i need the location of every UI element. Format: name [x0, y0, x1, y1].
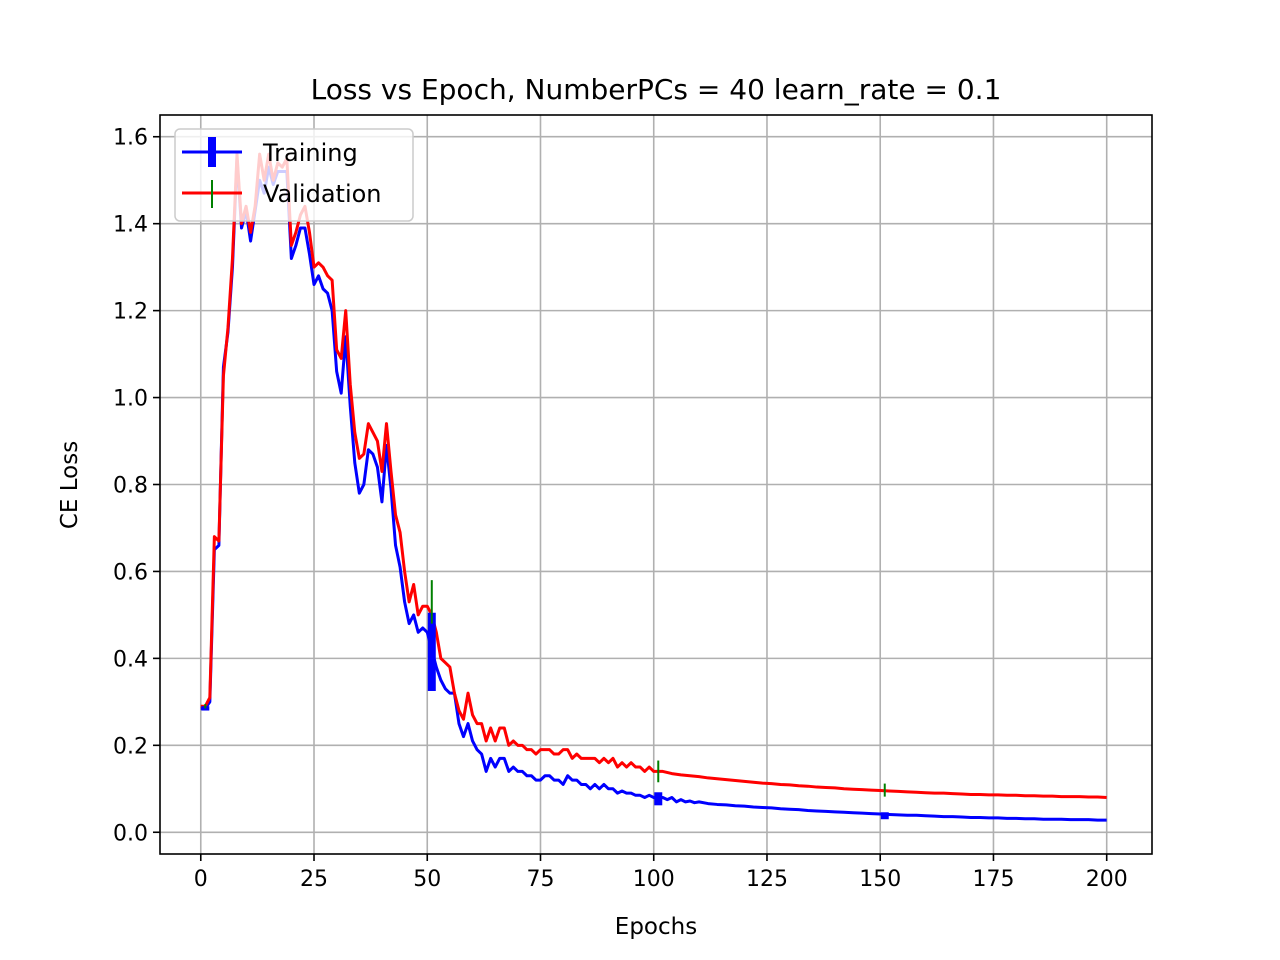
- y-tick-label: 1.2: [113, 300, 148, 325]
- x-tick-label: 50: [413, 867, 441, 892]
- legend: Training Validation: [174, 128, 414, 222]
- training-errorbar: [880, 812, 889, 820]
- training-errorbar: [427, 612, 436, 691]
- y-tick-label: 1.0: [113, 387, 148, 412]
- legend-training-label: Training: [262, 139, 358, 167]
- legend-validation-label: Validation: [263, 180, 382, 208]
- x-tick-label: 125: [746, 867, 788, 892]
- x-tick-label: 150: [859, 867, 901, 892]
- y-tick-label: 0.0: [113, 821, 148, 846]
- legend-training-errorbar: [208, 137, 216, 167]
- y-tick-label: 0.8: [113, 474, 148, 499]
- training-series-line: [200, 156, 1107, 822]
- grid: [160, 115, 1152, 854]
- y-tick-label: 1.4: [113, 213, 148, 238]
- x-tick-label: 175: [972, 867, 1014, 892]
- x-tick-label: 75: [526, 867, 554, 892]
- x-tick-label: 25: [300, 867, 328, 892]
- x-tick-label: 200: [1086, 867, 1128, 892]
- x-tick-label: 0: [194, 867, 208, 892]
- x-axis-label: Epochs: [615, 914, 697, 940]
- series-layer: [200, 152, 1107, 822]
- y-axis-label: CE Loss: [57, 441, 83, 529]
- y-tick-label: 0.2: [113, 734, 148, 759]
- axes-frame: [159, 114, 1153, 855]
- y-tick-label: 0.6: [113, 560, 148, 585]
- chart-title: Loss vs Epoch, NumberPCs = 40 learn_rate…: [311, 73, 1002, 106]
- x-tick-label: 100: [633, 867, 675, 892]
- training-errorbar: [654, 792, 663, 806]
- y-tick-label: 0.4: [113, 647, 148, 672]
- validation-series-line: [200, 152, 1107, 799]
- y-tick-label: 1.6: [113, 126, 148, 151]
- axis-ticks: 0 25 50 75 100 125 150 175 200 0.0 0.2 0.4 0.6 0.8 1.0…: [113, 126, 1128, 892]
